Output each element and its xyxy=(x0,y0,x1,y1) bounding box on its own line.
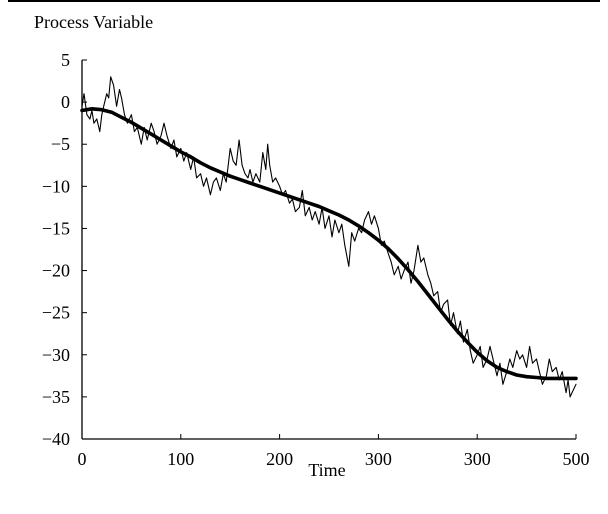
x-axis-label-wrap: Time xyxy=(0,460,608,481)
y-axis-label: Process Variable xyxy=(34,12,154,32)
top-rule xyxy=(8,0,600,2)
ticks: 5 0 −5 −10 −15 −20 −25 −30 −35 −40 0 100 200 300 300 50… xyxy=(42,50,590,469)
y-tick-label: 5 xyxy=(61,50,70,70)
x-tick-label: 100 xyxy=(167,449,194,469)
x-tick-label: 500 xyxy=(563,449,590,469)
x-tick-label: 300 xyxy=(464,449,491,469)
y-tick-label: −10 xyxy=(42,176,70,196)
y-tick-label: −15 xyxy=(42,218,70,238)
x-tick-label: 0 xyxy=(78,449,87,469)
y-tick-label: −20 xyxy=(42,261,70,281)
y-tick-label: 0 xyxy=(61,92,70,112)
y-tick-label: −35 xyxy=(42,387,70,407)
series-layer xyxy=(80,76,578,398)
x-axis-label: Time xyxy=(308,460,346,480)
y-tick-label: −25 xyxy=(42,303,70,323)
y-tick-label: −30 xyxy=(42,345,70,365)
y-tick-label: −40 xyxy=(42,429,70,449)
x-tick-label: 200 xyxy=(266,449,293,469)
x-tick-label: 300 xyxy=(365,449,392,469)
noisy-process-line xyxy=(81,76,577,398)
smooth-trend-line xyxy=(80,107,578,381)
axes xyxy=(81,60,576,440)
y-tick-label: −5 xyxy=(51,134,70,154)
